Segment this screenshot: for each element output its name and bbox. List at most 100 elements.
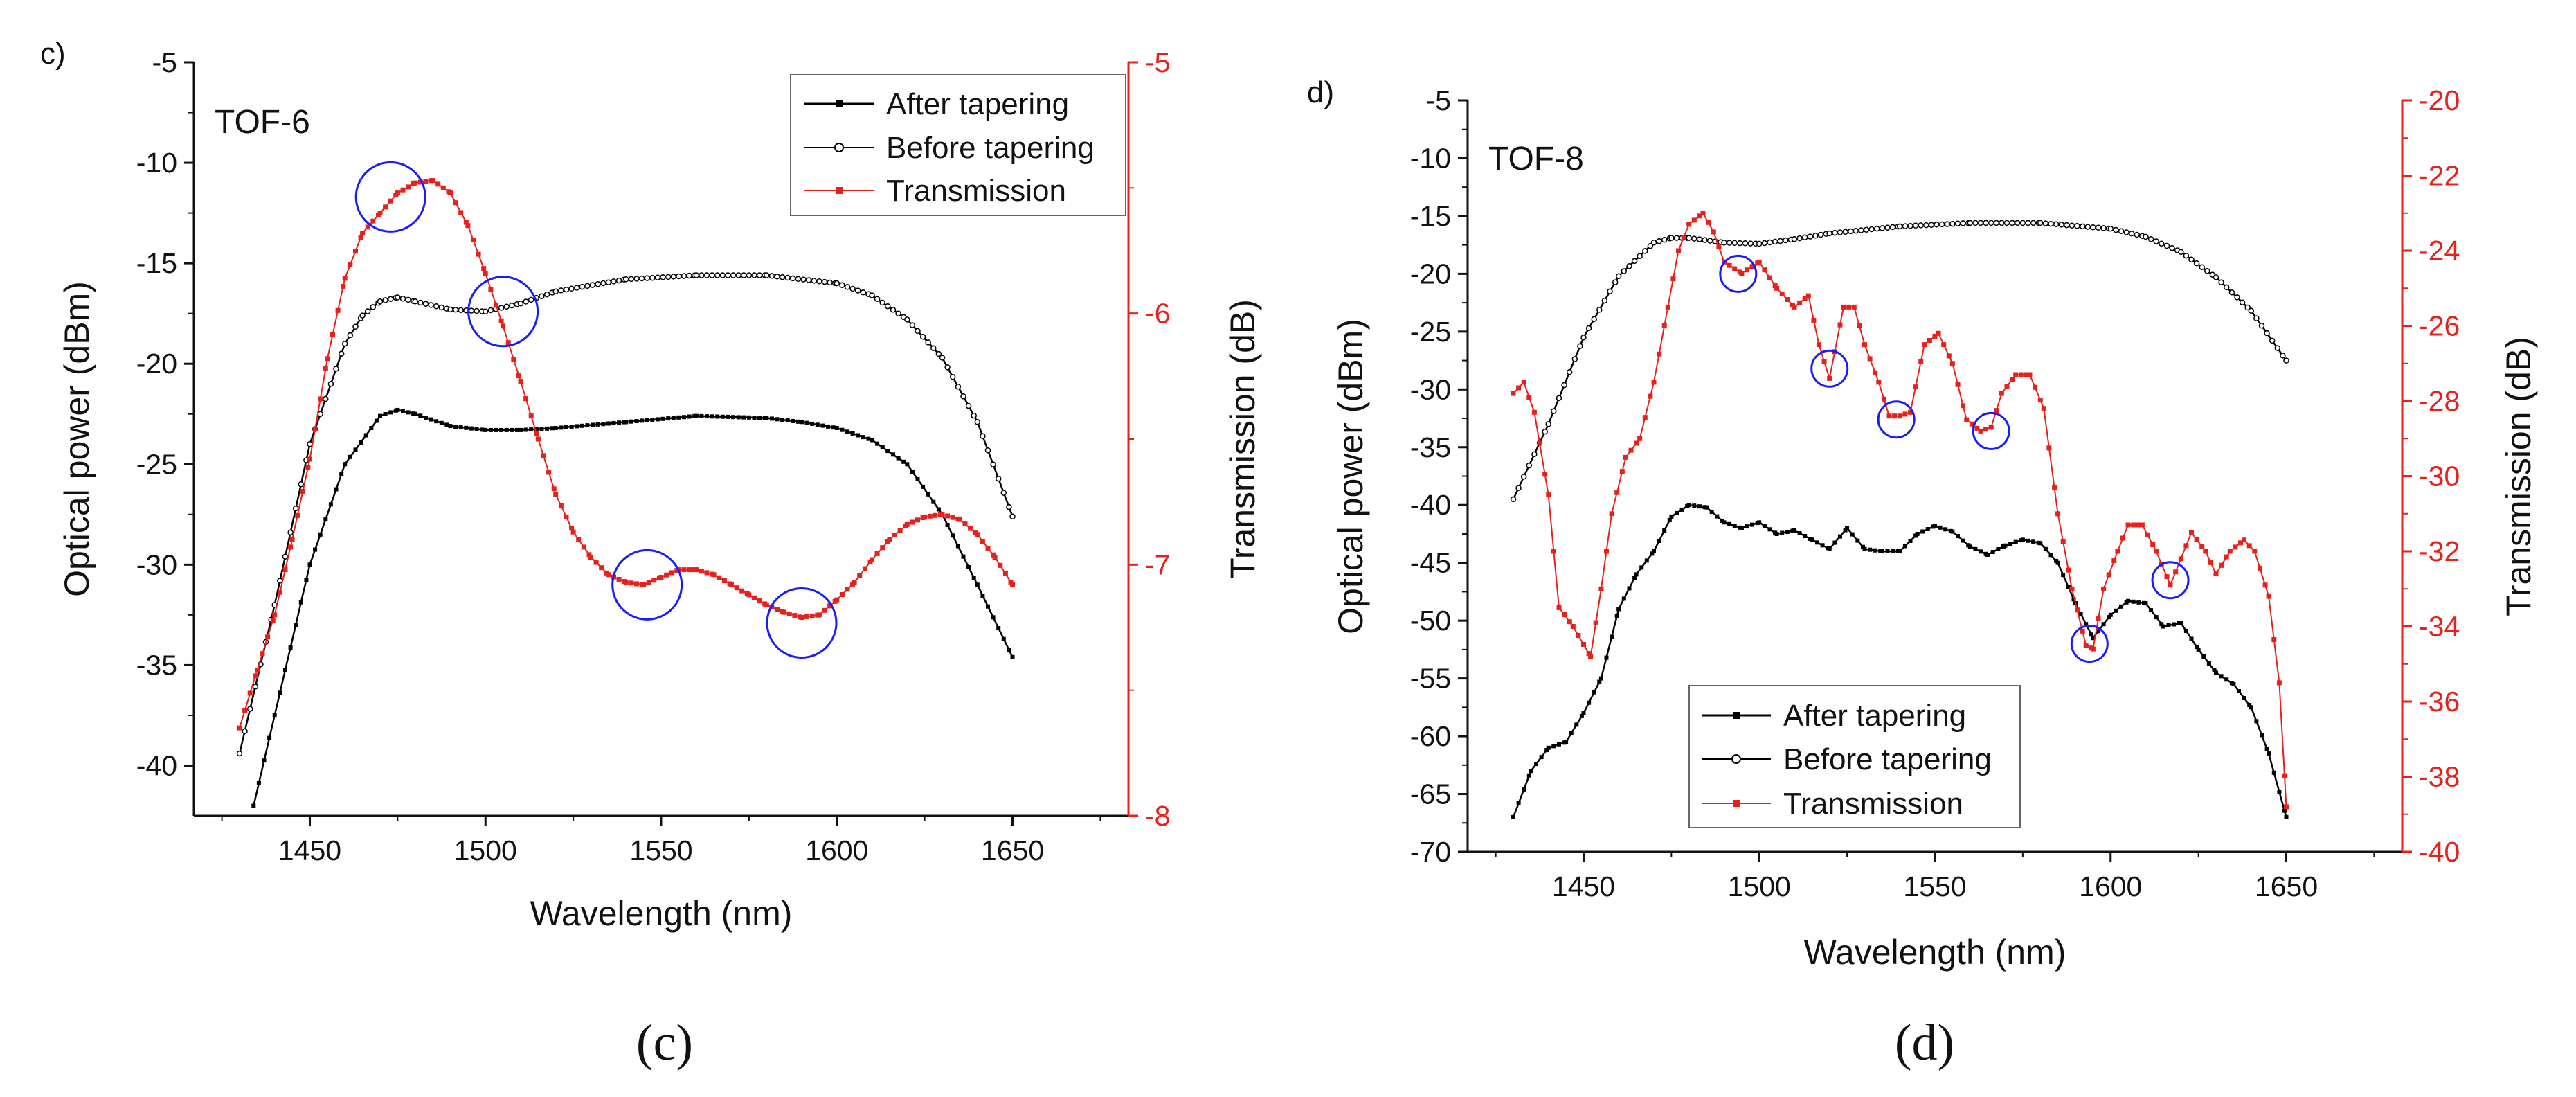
panel-c-point-after-tapering [363,433,368,438]
panel-d-point-after-tapering [1880,549,1884,553]
panel-d-point-after-tapering [1587,700,1592,705]
panel-c-point-transmission [586,552,592,558]
panel-d-point-before-tapering [1938,221,1945,228]
panel-c-point-transmission [711,572,717,578]
panel-d-point-before-tapering [2095,224,2102,231]
panel-c-point-after-tapering [353,447,358,452]
panel-c-point-after-tapering [820,423,825,428]
panel-c-point-after-tapering [996,626,1001,630]
panel-d-point-transmission [1657,351,1662,357]
panel-d-point-transmission [1897,413,1902,419]
panel-d-point-after-tapering [1539,755,1544,760]
panel-d-point-before-tapering [2199,264,2205,270]
panel-c-point-transmission [957,517,962,522]
panel-c-point-transmission [417,179,423,185]
panel-c-point-before-tapering [805,277,812,283]
panel-c-point-transmission [383,204,388,210]
panel-c-point-after-tapering [780,418,785,422]
panel-d-point-after-tapering [2038,541,2043,546]
panel-d-point-before-tapering [1847,228,1854,235]
panel-d-point-after-tapering [1569,731,1574,735]
panel-c-point-transmission [440,185,446,190]
panel-d-series-transmission [1511,211,2289,810]
panel-d-point-after-tapering [2108,612,2113,617]
panel-d-sample-label: TOF-8 [1488,141,1584,177]
panel-d-point-after-tapering [2020,537,2025,542]
panel-d-point-after-tapering [2159,622,2164,627]
panel-d-point-before-tapering [1993,220,2000,226]
panel-d-point-transmission [1681,235,1686,240]
panel-c-point-before-tapering [768,273,775,279]
panel-d-legend-marker-transmission [1733,800,1740,807]
panel-d-xtick-label: 1650 [2255,871,2318,902]
panel-c-point-transmission [488,287,494,292]
panel-c-point-before-tapering [503,303,510,310]
panel-d-point-transmission [1851,304,1857,310]
panel-c-point-before-tapering [573,285,580,291]
panel-c-point-before-tapering [746,272,753,278]
panel-d-point-after-tapering [1634,572,1639,577]
panel-c-point-transmission [775,607,780,612]
panel-c-point-after-tapering [256,781,261,785]
panel-c-point-after-tapering [553,426,558,430]
panel-c-point-after-tapering [559,425,564,430]
panel-c-point-transmission [634,581,639,587]
panel-d-ytick-label: -25 [1410,316,1451,348]
panel-d-point-after-tapering [2003,543,2008,548]
panel-c-point-transmission [629,580,634,586]
panel-d-point-after-tapering [2154,615,2159,620]
panel-c-point-after-tapering [534,427,539,431]
panel-d-point-before-tapering [2188,256,2195,262]
panel-d-point-after-tapering [2267,751,2271,756]
panel-c-point-transmission [939,512,945,517]
panel-c-point-before-tapering [849,285,856,292]
panel-c-point-before-tapering [676,273,682,280]
panel-d-point-after-tapering [1692,503,1697,508]
panel-c-point-before-tapering [447,306,453,313]
panel-c-point-transmission [358,235,363,240]
panel-d-point-before-tapering [1928,222,1935,228]
panel-d-point-after-tapering [2055,560,2060,565]
panel-d-point-transmission [2227,548,2233,554]
panel-d-point-before-tapering [1601,297,1608,304]
panel-c-point-after-tapering [757,416,762,420]
panel-d-point-transmission [1749,264,1755,269]
panel-c-point-before-tapering [939,355,946,361]
panel-d-point-transmission [1739,271,1745,276]
panel-d-point-before-tapering [2283,357,2289,364]
panel-c-point-transmission [998,562,1003,568]
panel-c-point-before-tapering [730,272,737,278]
panel-d-point-after-tapering [1873,548,1877,553]
panel-d-point-transmission [1511,391,1516,396]
panel-d-point-transmission [1913,384,1918,390]
panel-c-point-before-tapering [1009,513,1016,519]
panel-c-point-after-tapering [262,758,267,763]
panel-c-point-before-tapering [433,303,440,310]
panel-c-point-after-tapering [629,419,633,424]
panel-c-point-after-tapering [715,414,720,419]
panel-c-point-before-tapering [816,278,822,285]
panel-c-point-before-tapering [474,307,480,314]
panel-c-point-transmission [348,262,353,267]
panel-c-point-before-tapering [660,274,666,280]
panel-d-point-after-tapering [1722,520,1727,525]
panel-d-point-transmission [1964,417,1970,422]
panel-d-point-transmission [2046,445,2052,451]
panel-c-point-after-tapering [980,594,985,598]
panel-d-point-before-tapering [2134,231,2141,238]
panel-d-point-after-tapering [2195,645,2199,649]
panel-c-point-before-tapering [670,274,677,280]
panel-d-point-before-tapering [1783,237,1789,244]
panel-c-point-after-tapering [945,523,950,527]
panel-c-point-after-tapering [694,413,699,418]
panel-c-point-transmission [623,580,629,585]
panel-c-point-transmission [335,307,341,313]
panel-c-point-transmission [694,567,699,573]
panel-d-point-transmission [1994,408,1999,413]
panel-d-point-before-tapering [2037,220,2044,226]
panel-c-point-before-tapering [971,412,977,419]
panel-c-point-transmission [471,237,476,242]
panel-c-point-after-tapering [318,532,323,537]
panel-d-point-transmission [1841,304,1846,310]
panel-c-point-before-tapering [287,529,294,536]
